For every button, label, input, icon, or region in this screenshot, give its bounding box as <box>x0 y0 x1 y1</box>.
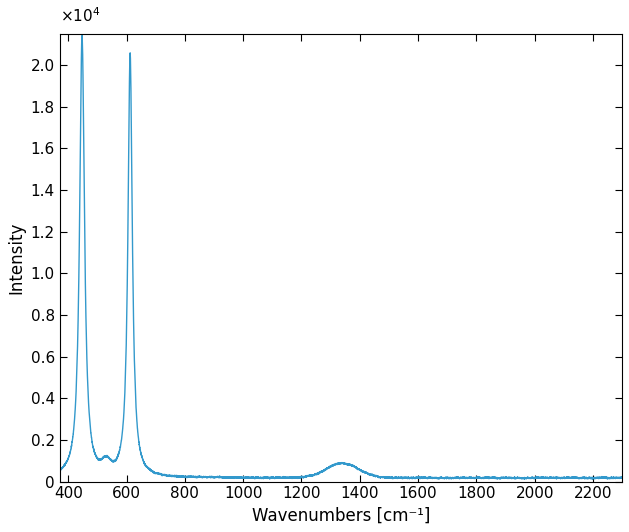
X-axis label: Wavenumbers [cm⁻¹]: Wavenumbers [cm⁻¹] <box>252 507 430 525</box>
Y-axis label: Intensity: Intensity <box>7 221 25 294</box>
Text: $\times10^4$: $\times10^4$ <box>60 6 100 25</box>
